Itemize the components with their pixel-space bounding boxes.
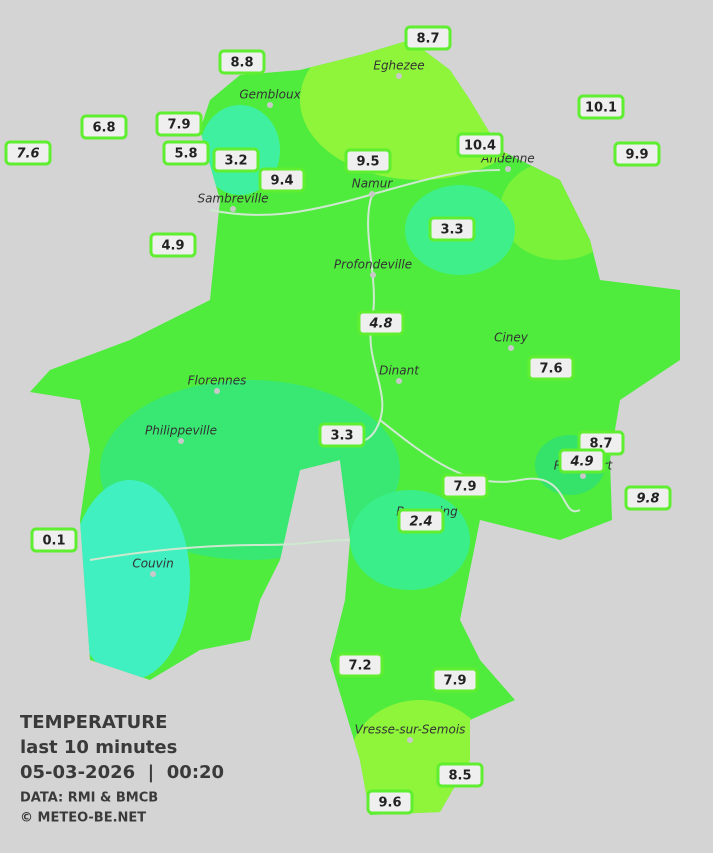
station-box xyxy=(318,422,366,448)
station-box xyxy=(336,652,384,678)
city-label: Couvin xyxy=(132,557,173,571)
station-box xyxy=(80,114,128,140)
station-box xyxy=(397,508,445,534)
station-value: 9.5 xyxy=(356,155,379,170)
station-value: 4.8 xyxy=(368,317,392,332)
city-dot xyxy=(407,737,413,743)
city-dot xyxy=(230,206,236,212)
title: TEMPERATURE xyxy=(20,712,167,733)
station-box xyxy=(162,140,210,166)
subtitle: last 10 minutes xyxy=(20,737,177,758)
station-box xyxy=(258,167,306,193)
station-box xyxy=(212,147,260,173)
station-box xyxy=(155,111,203,137)
station-value: 7.9 xyxy=(453,480,476,495)
station-value: 10.4 xyxy=(464,139,496,154)
station-value: 7.9 xyxy=(443,674,466,689)
station-box xyxy=(613,141,661,167)
station-value: 6.8 xyxy=(92,121,115,136)
station-box xyxy=(431,667,479,693)
city-dot xyxy=(150,571,156,577)
city-label: Florennes xyxy=(188,374,247,388)
city-dot xyxy=(396,73,402,79)
city-label: Vresse-sur-Semois xyxy=(355,723,466,737)
station-value: 7.9 xyxy=(167,118,190,133)
station-box xyxy=(428,216,476,242)
station-value: 8.8 xyxy=(230,56,253,71)
station-value: 7.2 xyxy=(348,659,371,674)
city-label: Eghezee xyxy=(373,59,424,73)
city-dot xyxy=(267,102,273,108)
station-box xyxy=(357,310,405,336)
copyright: © METEO-BE.NET xyxy=(20,811,146,826)
station-box xyxy=(436,762,484,788)
city-dot xyxy=(214,388,220,394)
station-value: 8.7 xyxy=(416,32,439,47)
station-value: 9.9 xyxy=(625,148,648,163)
station-box xyxy=(149,232,197,258)
station-box xyxy=(344,148,392,174)
station-box xyxy=(527,355,575,381)
station-value: 3.3 xyxy=(440,223,463,238)
city-dot xyxy=(370,272,376,278)
station-box xyxy=(441,473,489,499)
city-label: Sambreville xyxy=(197,192,268,206)
city-dot xyxy=(178,438,184,444)
station-value: 3.2 xyxy=(224,154,247,169)
station-box xyxy=(624,485,672,511)
city-dot xyxy=(369,191,375,197)
station-box xyxy=(30,527,78,553)
station-box xyxy=(4,140,52,166)
city-label: Namur xyxy=(352,177,394,191)
station-box xyxy=(558,448,606,474)
station-value: 4.9 xyxy=(161,239,184,254)
station-value: 9.4 xyxy=(270,174,293,189)
city-label: Profondeville xyxy=(334,258,412,272)
station-box xyxy=(366,789,414,815)
city-dot xyxy=(396,378,402,384)
station-value: 0.1 xyxy=(42,534,65,549)
timestamp: 05-03-2026 | 00:20 xyxy=(20,762,224,783)
station-value: 8.7 xyxy=(589,437,612,452)
city-label: Dinant xyxy=(379,364,420,378)
city-label: Philippeville xyxy=(145,424,217,438)
station-value: 8.5 xyxy=(448,769,471,784)
station-box xyxy=(456,132,504,158)
station-box xyxy=(404,25,452,51)
station-value: 9.6 xyxy=(378,796,401,811)
station-value: 9.8 xyxy=(636,492,659,507)
station-value: 7.6 xyxy=(16,147,39,162)
city-label: Gembloux xyxy=(239,88,301,102)
city-dot xyxy=(505,166,511,172)
city-dot xyxy=(580,473,586,479)
station-box xyxy=(218,49,266,75)
station-value: 2.4 xyxy=(409,515,432,530)
station-box xyxy=(577,94,625,120)
station-value: 5.8 xyxy=(174,147,197,162)
station-value: 4.9 xyxy=(569,455,593,470)
station-value: 7.6 xyxy=(539,362,562,377)
station-value: 10.1 xyxy=(585,101,617,116)
station-value: 3.3 xyxy=(330,429,353,444)
source: DATA: RMI & BMCB xyxy=(20,791,158,806)
city-label: Ciney xyxy=(494,331,529,345)
city-dot xyxy=(508,345,514,351)
